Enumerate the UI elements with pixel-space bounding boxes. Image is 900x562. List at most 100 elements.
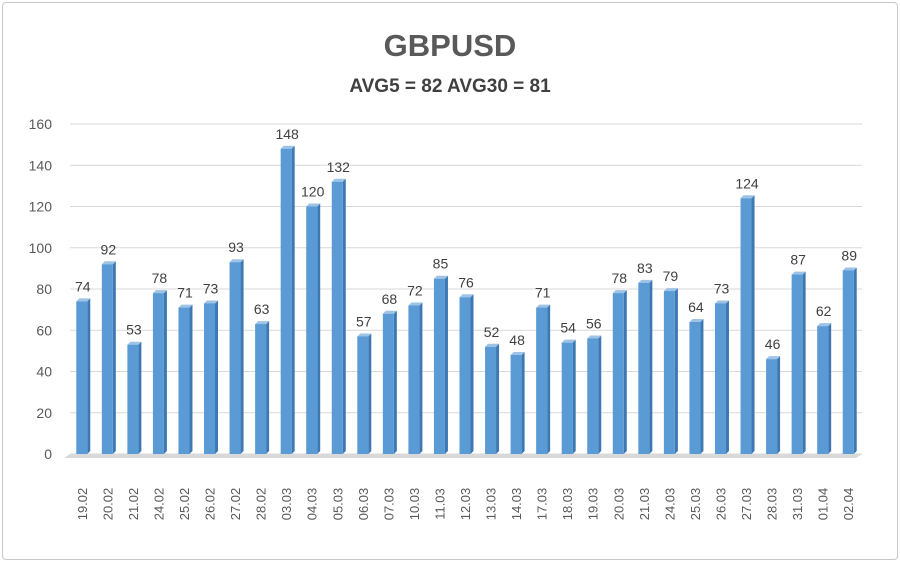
x-tick-label: 31.03 xyxy=(790,488,805,521)
data-label: 76 xyxy=(458,274,474,290)
data-label: 52 xyxy=(484,324,500,340)
x-tick-label: 25.03 xyxy=(688,488,703,521)
x-tick-label: 01.04 xyxy=(816,488,831,521)
x-tick-label: 26.03 xyxy=(713,488,728,521)
data-label: 87 xyxy=(790,252,806,268)
bar-top xyxy=(766,356,781,360)
bar-top xyxy=(459,294,474,298)
bar-top xyxy=(842,267,857,271)
x-tick-label: 28.03 xyxy=(765,488,780,521)
bar-front xyxy=(766,359,778,454)
chart-floor xyxy=(64,454,862,458)
bar-side xyxy=(828,323,832,454)
bar-side xyxy=(572,339,576,454)
x-tick-label: 10.03 xyxy=(407,488,422,521)
bar-side xyxy=(777,356,781,454)
x-tick-label: 20.02 xyxy=(100,488,115,521)
bar-top xyxy=(229,259,244,263)
bar-top xyxy=(306,203,321,207)
bar xyxy=(76,298,91,454)
bar-top xyxy=(331,178,346,182)
data-label: 71 xyxy=(177,285,193,301)
x-tick-label: 25.02 xyxy=(177,488,192,521)
bar xyxy=(280,145,295,454)
bar-front xyxy=(101,264,113,454)
x-tick-label: 24.03 xyxy=(662,488,677,521)
bar xyxy=(357,333,372,454)
x-tick-label: 24.02 xyxy=(151,488,166,521)
x-tick-label: 11.03 xyxy=(432,488,447,520)
bar-side xyxy=(112,261,116,454)
x-tick-label: 03.03 xyxy=(279,488,294,521)
x-tick-label: 21.02 xyxy=(126,488,141,521)
data-label: 54 xyxy=(560,320,576,336)
bar-side xyxy=(623,290,627,454)
data-label: 83 xyxy=(637,260,653,276)
data-label: 56 xyxy=(586,316,602,332)
data-label: 73 xyxy=(203,280,219,296)
data-label: 93 xyxy=(228,239,244,255)
bar-front xyxy=(663,291,675,454)
bar-front xyxy=(842,270,854,454)
x-tick-label: 12.03 xyxy=(458,488,473,521)
bar-side xyxy=(163,290,167,454)
bar-side xyxy=(215,300,219,454)
data-label: 78 xyxy=(612,270,628,286)
bar-front xyxy=(510,355,522,454)
bar xyxy=(740,195,755,454)
bar-front xyxy=(740,198,752,454)
bar-top xyxy=(178,304,193,308)
bar-side xyxy=(189,304,193,454)
data-label: 148 xyxy=(275,126,299,142)
x-tick-label: 07.03 xyxy=(381,488,396,521)
bar-top xyxy=(714,300,729,304)
bar xyxy=(459,294,474,454)
bar-side xyxy=(674,288,678,454)
bar xyxy=(382,310,397,454)
bar-front xyxy=(76,301,88,454)
x-tick-label: 27.03 xyxy=(739,488,754,521)
data-label: 71 xyxy=(535,285,551,301)
data-label: 57 xyxy=(356,313,372,329)
data-label: 53 xyxy=(126,322,142,338)
x-tick-label: 26.02 xyxy=(203,488,218,521)
bar-front xyxy=(331,181,343,454)
bar-top xyxy=(536,304,551,308)
bar-side xyxy=(419,302,423,454)
x-tick-label: 17.03 xyxy=(535,488,550,521)
bar-side xyxy=(368,333,372,454)
data-label: 74 xyxy=(75,278,91,294)
bar xyxy=(204,300,219,454)
bar xyxy=(433,275,448,454)
bar-top xyxy=(791,271,806,275)
data-label: 78 xyxy=(152,270,168,286)
bar-side xyxy=(317,203,321,454)
bar xyxy=(331,178,346,454)
bar-side xyxy=(547,304,551,454)
x-tick-label: 19.02 xyxy=(75,488,90,521)
data-label: 89 xyxy=(841,247,857,263)
bar-front xyxy=(204,303,216,454)
bar-side xyxy=(87,298,91,454)
bar-side xyxy=(393,310,397,454)
bar-top xyxy=(612,290,627,294)
bar-front xyxy=(561,342,573,454)
bar-front xyxy=(408,305,420,454)
bar-front xyxy=(152,293,164,454)
chart-title: GBPUSD xyxy=(383,28,517,63)
bar-top xyxy=(510,352,525,355)
bar-top xyxy=(76,298,91,302)
data-label: 124 xyxy=(735,175,759,191)
bar xyxy=(229,259,244,454)
bar-top xyxy=(382,310,397,314)
bar-front xyxy=(817,326,829,454)
y-tick-label: 140 xyxy=(29,157,53,173)
bar-side xyxy=(291,145,295,454)
data-label: 72 xyxy=(407,283,423,299)
bar xyxy=(255,321,270,454)
data-label: 68 xyxy=(382,291,398,307)
bar xyxy=(663,288,678,454)
x-tick-label: 02.04 xyxy=(841,488,856,521)
y-tick-label: 60 xyxy=(36,322,52,338)
